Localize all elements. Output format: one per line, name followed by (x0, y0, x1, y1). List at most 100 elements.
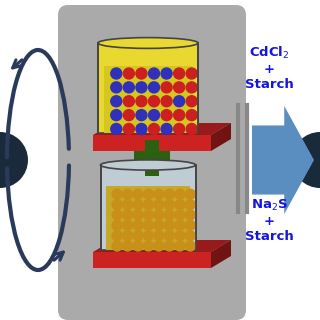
Text: Na$_2$S
+
Starch: Na$_2$S + Starch (245, 197, 294, 243)
Circle shape (148, 82, 159, 93)
Circle shape (136, 96, 147, 107)
Circle shape (154, 200, 164, 210)
Circle shape (123, 124, 134, 134)
Circle shape (123, 110, 134, 121)
Circle shape (123, 241, 132, 251)
Circle shape (175, 189, 185, 199)
Polygon shape (252, 106, 314, 214)
Circle shape (143, 210, 154, 220)
Polygon shape (98, 43, 198, 133)
Circle shape (148, 124, 159, 134)
Circle shape (186, 68, 197, 79)
Circle shape (164, 189, 174, 199)
Circle shape (111, 82, 122, 93)
Circle shape (123, 68, 134, 79)
Circle shape (133, 241, 143, 251)
Polygon shape (104, 66, 192, 133)
Circle shape (164, 231, 174, 241)
Circle shape (185, 210, 195, 220)
Circle shape (175, 210, 185, 220)
Circle shape (186, 124, 197, 134)
Circle shape (136, 124, 147, 134)
Circle shape (174, 82, 185, 93)
Circle shape (148, 110, 159, 121)
Circle shape (112, 231, 122, 241)
Circle shape (148, 68, 159, 79)
Circle shape (111, 68, 122, 79)
Circle shape (123, 231, 132, 241)
Circle shape (164, 220, 174, 230)
Circle shape (133, 220, 143, 230)
Circle shape (161, 68, 172, 79)
Circle shape (136, 110, 147, 121)
Wedge shape (292, 132, 320, 188)
Circle shape (175, 241, 185, 251)
Circle shape (175, 200, 185, 210)
Circle shape (123, 210, 132, 220)
Polygon shape (93, 123, 231, 135)
Circle shape (133, 189, 143, 199)
Circle shape (154, 220, 164, 230)
Circle shape (143, 231, 154, 241)
Circle shape (133, 200, 143, 210)
Circle shape (186, 110, 197, 121)
Circle shape (111, 110, 122, 121)
Circle shape (123, 200, 132, 210)
Circle shape (154, 189, 164, 199)
Circle shape (111, 124, 122, 134)
Circle shape (111, 96, 122, 107)
Polygon shape (100, 165, 196, 250)
Circle shape (186, 96, 197, 107)
Polygon shape (93, 240, 231, 252)
Circle shape (136, 82, 147, 93)
Circle shape (175, 231, 185, 241)
Circle shape (185, 220, 195, 230)
Circle shape (112, 200, 122, 210)
Circle shape (136, 68, 147, 79)
Ellipse shape (98, 38, 198, 48)
Circle shape (185, 200, 195, 210)
Circle shape (161, 96, 172, 107)
Ellipse shape (100, 160, 196, 170)
Polygon shape (211, 123, 231, 151)
Circle shape (133, 231, 143, 241)
Circle shape (185, 241, 195, 251)
Circle shape (112, 189, 122, 199)
Circle shape (148, 96, 159, 107)
Circle shape (174, 110, 185, 121)
Circle shape (174, 68, 185, 79)
Circle shape (123, 189, 132, 199)
Polygon shape (211, 240, 231, 268)
Circle shape (161, 124, 172, 134)
Wedge shape (0, 132, 28, 188)
Circle shape (161, 110, 172, 121)
Circle shape (174, 96, 185, 107)
Circle shape (186, 82, 197, 93)
Polygon shape (106, 186, 190, 250)
Circle shape (143, 220, 154, 230)
Bar (145, 140, 159, 176)
Circle shape (185, 231, 195, 241)
Circle shape (154, 231, 164, 241)
Circle shape (185, 189, 195, 199)
Circle shape (154, 241, 164, 251)
Circle shape (112, 220, 122, 230)
Circle shape (164, 200, 174, 210)
Circle shape (133, 210, 143, 220)
Polygon shape (93, 135, 211, 151)
FancyBboxPatch shape (58, 5, 246, 320)
Circle shape (174, 124, 185, 134)
Circle shape (123, 96, 134, 107)
Circle shape (161, 82, 172, 93)
Circle shape (112, 210, 122, 220)
Circle shape (164, 210, 174, 220)
Circle shape (123, 82, 134, 93)
Bar (134, 151, 170, 165)
Circle shape (154, 210, 164, 220)
Circle shape (123, 220, 132, 230)
Circle shape (143, 241, 154, 251)
Circle shape (175, 220, 185, 230)
Circle shape (143, 189, 154, 199)
Circle shape (164, 241, 174, 251)
Circle shape (112, 241, 122, 251)
